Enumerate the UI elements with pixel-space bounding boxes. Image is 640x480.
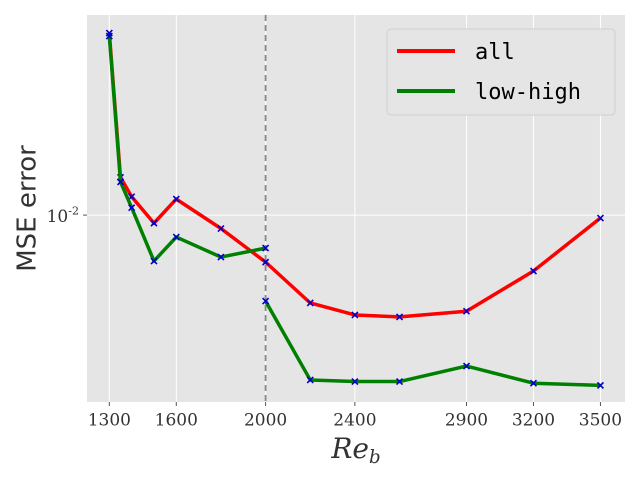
data-marker: [217, 253, 225, 261]
data-marker: [351, 311, 359, 319]
x-axis-label: Reb: [330, 432, 380, 469]
data-marker: [306, 299, 314, 307]
data-marker: [395, 313, 404, 321]
x-tick-label: 2400: [333, 411, 376, 431]
data-marker: [395, 377, 404, 386]
data-marker: [262, 244, 270, 252]
legend-label: low-high: [475, 80, 581, 105]
data-marker: [596, 214, 605, 222]
data-marker: [172, 195, 180, 203]
data-marker: [529, 379, 538, 387]
data-marker: [172, 233, 180, 241]
y-axis-label: MSE error: [13, 145, 43, 272]
data-marker: [529, 267, 538, 275]
data-marker: [150, 257, 158, 265]
data-marker: [217, 224, 225, 233]
data-marker: [262, 297, 270, 305]
data-marker: [105, 32, 113, 40]
y-tick-label: 10-2: [47, 205, 79, 227]
data-marker: [462, 307, 471, 315]
legend-label: all: [475, 40, 515, 65]
data-marker: [462, 362, 471, 370]
data-marker: [306, 376, 314, 384]
x-tick-label: 2000: [244, 411, 287, 431]
x-tick-label: 1600: [155, 411, 198, 431]
data-marker: [596, 381, 605, 389]
x-tick-label: 1300: [88, 411, 131, 431]
data-marker: [351, 377, 359, 386]
x-tick-label: 3200: [512, 411, 555, 431]
x-tick-label: 3500: [579, 411, 622, 431]
data-marker: [262, 258, 270, 266]
data-marker: [150, 219, 158, 227]
x-tick-label: 2900: [445, 411, 488, 431]
data-marker: [116, 178, 125, 186]
data-marker: [128, 204, 136, 212]
